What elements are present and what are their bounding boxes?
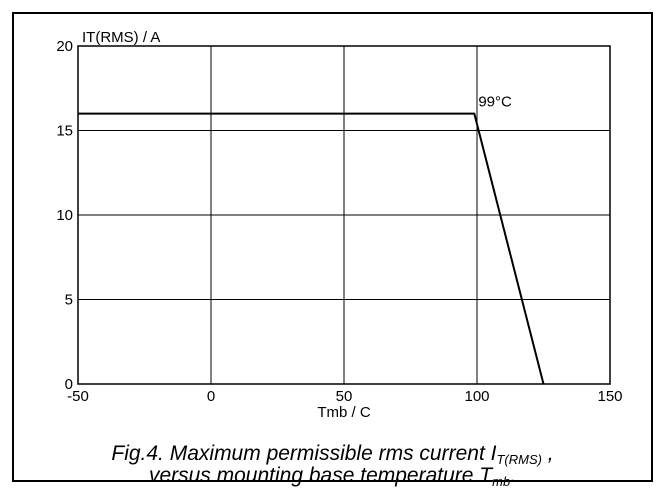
caption-line-1-text: Fig.4. Maximum permissible rms current I [111, 442, 497, 465]
x-tick-label: 100 [464, 388, 489, 405]
x-tick-label: -50 [67, 388, 89, 405]
caption-line-2-subscript: mb [492, 474, 511, 489]
y-axis-label: IT(RMS) / A [82, 29, 160, 46]
caption-line-1-subscript: T(RMS) [496, 452, 542, 467]
y-tick-label: 5 [65, 292, 73, 309]
caption-line-2: versus mounting base temperature Tmb. [12, 464, 653, 489]
caption-line-1: Fig.4. Maximum permissible rms current I… [12, 442, 653, 467]
x-axis-label: Tmb / C [317, 404, 371, 421]
series-line [78, 112, 545, 385]
plot-area [77, 45, 611, 385]
y-tick-label: 0 [65, 376, 73, 393]
annotation-99c: 99°C [478, 94, 512, 111]
y-tick-label: 20 [56, 38, 73, 55]
figure-frame [12, 12, 653, 482]
caption-line-2-text: versus mounting base temperature T [148, 464, 493, 487]
x-tick-label: 150 [597, 388, 622, 405]
y-tick-label: 15 [56, 123, 73, 140]
x-tick-label: 0 [207, 388, 215, 405]
caption-line-1-suffix: , [541, 442, 554, 465]
x-tick-label: 50 [336, 388, 353, 405]
y-tick-label: 10 [56, 207, 73, 224]
caption-line-2-suffix: . [510, 464, 517, 487]
